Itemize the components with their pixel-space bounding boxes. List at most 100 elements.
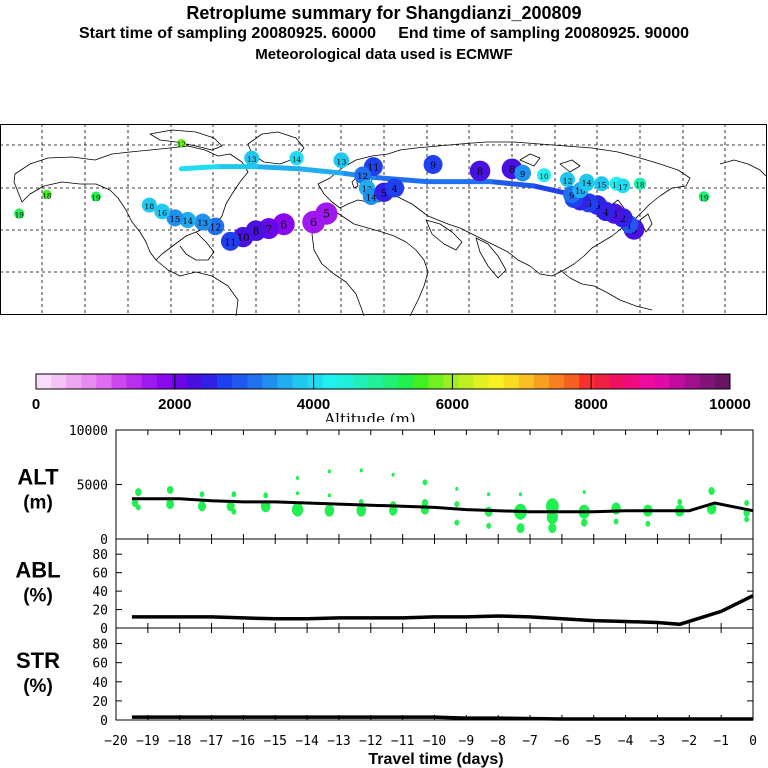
x-tick-label: −18 (168, 734, 191, 749)
plume-point-label: 8 (509, 164, 516, 176)
colorbar-cell (96, 374, 112, 389)
plume-track-segment (178, 164, 221, 172)
colorbar-cell (36, 374, 52, 389)
colorbar-cell (247, 374, 263, 389)
plume-point (220, 231, 240, 251)
y-tick-label: 0 (100, 714, 108, 729)
plume-point (423, 155, 443, 175)
alt-point (324, 504, 335, 517)
alt-point (389, 505, 398, 516)
chart-title: Retroplume summary for Shangdianzi_20080… (186, 3, 582, 23)
y-tick-label: 40 (92, 676, 108, 691)
alt-point (359, 468, 363, 473)
alt-point (645, 520, 651, 527)
plume-point-label: 13 (336, 157, 346, 166)
y-axis-label: ABL (15, 558, 60, 583)
plume-point-label: 4 (603, 207, 609, 218)
plume-point-label: 1 (626, 221, 632, 231)
plume-point (537, 168, 551, 183)
x-tick-label: −13 (327, 734, 350, 749)
plume-point-label: 12 (177, 141, 186, 149)
time-series-panels: Travel time (days) 0 5000 10000 ALT (m) 0 20 40… (15, 424, 757, 768)
x-tick-label: 0 (749, 734, 757, 749)
plume-point-label: 8 (253, 226, 260, 238)
panel-frame (115, 429, 754, 540)
colorbar-cell (141, 374, 158, 389)
plume-point (244, 150, 260, 166)
x-tick-label: −19 (136, 734, 159, 749)
plume-point (594, 176, 610, 192)
y-tick-label: 0 (100, 622, 108, 637)
colorbar-cell (111, 374, 128, 389)
alt-point (580, 518, 588, 527)
alt-point (231, 491, 237, 498)
plume-point (559, 171, 575, 187)
alt-point (263, 492, 269, 499)
plume-point-label: 19 (700, 195, 709, 203)
colorbar-cell (579, 374, 595, 389)
x-tick-label: −6 (554, 734, 570, 749)
colorbar-cell (684, 374, 701, 389)
alt-point (291, 502, 304, 517)
abl-line (131, 594, 754, 627)
x-tick-label: −8 (490, 734, 506, 749)
plume-point (333, 152, 350, 169)
colorbar-cell (383, 374, 399, 389)
plume-point-label: 15 (597, 181, 607, 190)
sampling-time-line: Start time of sampling 20080925. 60000 E… (78, 25, 690, 42)
alt-point (677, 498, 683, 505)
alt-point (708, 487, 715, 496)
x-tick-label: −5 (586, 734, 602, 749)
y-tick-label: 20 (92, 695, 108, 710)
colorbar-cell (548, 374, 565, 389)
alt-point (744, 516, 750, 523)
plume-point-label: 17 (618, 183, 628, 192)
alt-point (518, 492, 523, 497)
x-tick-label: −11 (391, 734, 414, 749)
panel-abl: 0 20 40 60 80 ABL (%) (15, 538, 754, 637)
colorbar-label: Altitude (m) (323, 410, 415, 422)
alt-point (327, 493, 331, 498)
colorbar-cell (367, 374, 384, 389)
x-tick-label: −3 (650, 734, 666, 749)
x-tick-label: −12 (359, 734, 382, 749)
plume-point-label: 9 (430, 161, 436, 172)
alt-point (295, 491, 300, 496)
altitude-colorbar: 0 2000 4000 6000 8000 10000 Altitude (m) (32, 373, 751, 422)
colorbar-cell (171, 374, 188, 389)
x-tick-label: −17 (200, 734, 223, 749)
plume-points: 0123456789101112141516171889108911121314… (14, 138, 710, 251)
y-tick-label: 60 (92, 657, 108, 672)
plume-point-label: 9 (520, 169, 525, 179)
colorbar-cell (201, 374, 218, 389)
colorbar-cell (307, 374, 324, 389)
y-tick-label: 80 (92, 638, 108, 653)
plume-point (91, 191, 101, 202)
alt-point (226, 501, 235, 512)
plume-point-label: 18 (145, 202, 155, 211)
plume-point (698, 191, 710, 202)
plume-point (578, 173, 595, 190)
alt-point (454, 501, 460, 508)
alt-point (231, 508, 237, 515)
alt-point (582, 490, 586, 495)
plume-point-label: 14 (366, 194, 377, 204)
plume-track-segment (296, 166, 344, 176)
plume-point (633, 177, 647, 190)
y-tick-label: 0 (100, 533, 108, 548)
colorbar-cell (232, 374, 248, 389)
colorbar-cell (186, 374, 203, 389)
plume-point-label: 14 (582, 179, 592, 188)
colorbar-cell (337, 374, 354, 389)
x-tick-label: −20 (104, 734, 127, 749)
plume-point-label: 2 (620, 214, 626, 225)
plume-point-label: 9 (569, 191, 575, 201)
plume-point (166, 209, 184, 227)
colorbar-cell (669, 374, 686, 389)
y-tick-label: 40 (92, 585, 108, 600)
plume-point-label: 13 (247, 155, 257, 164)
plume-point (289, 150, 304, 166)
plume-point-label: 8 (477, 166, 484, 178)
plume-point-label: 12 (563, 176, 573, 185)
x-tick-label: −14 (295, 734, 319, 749)
